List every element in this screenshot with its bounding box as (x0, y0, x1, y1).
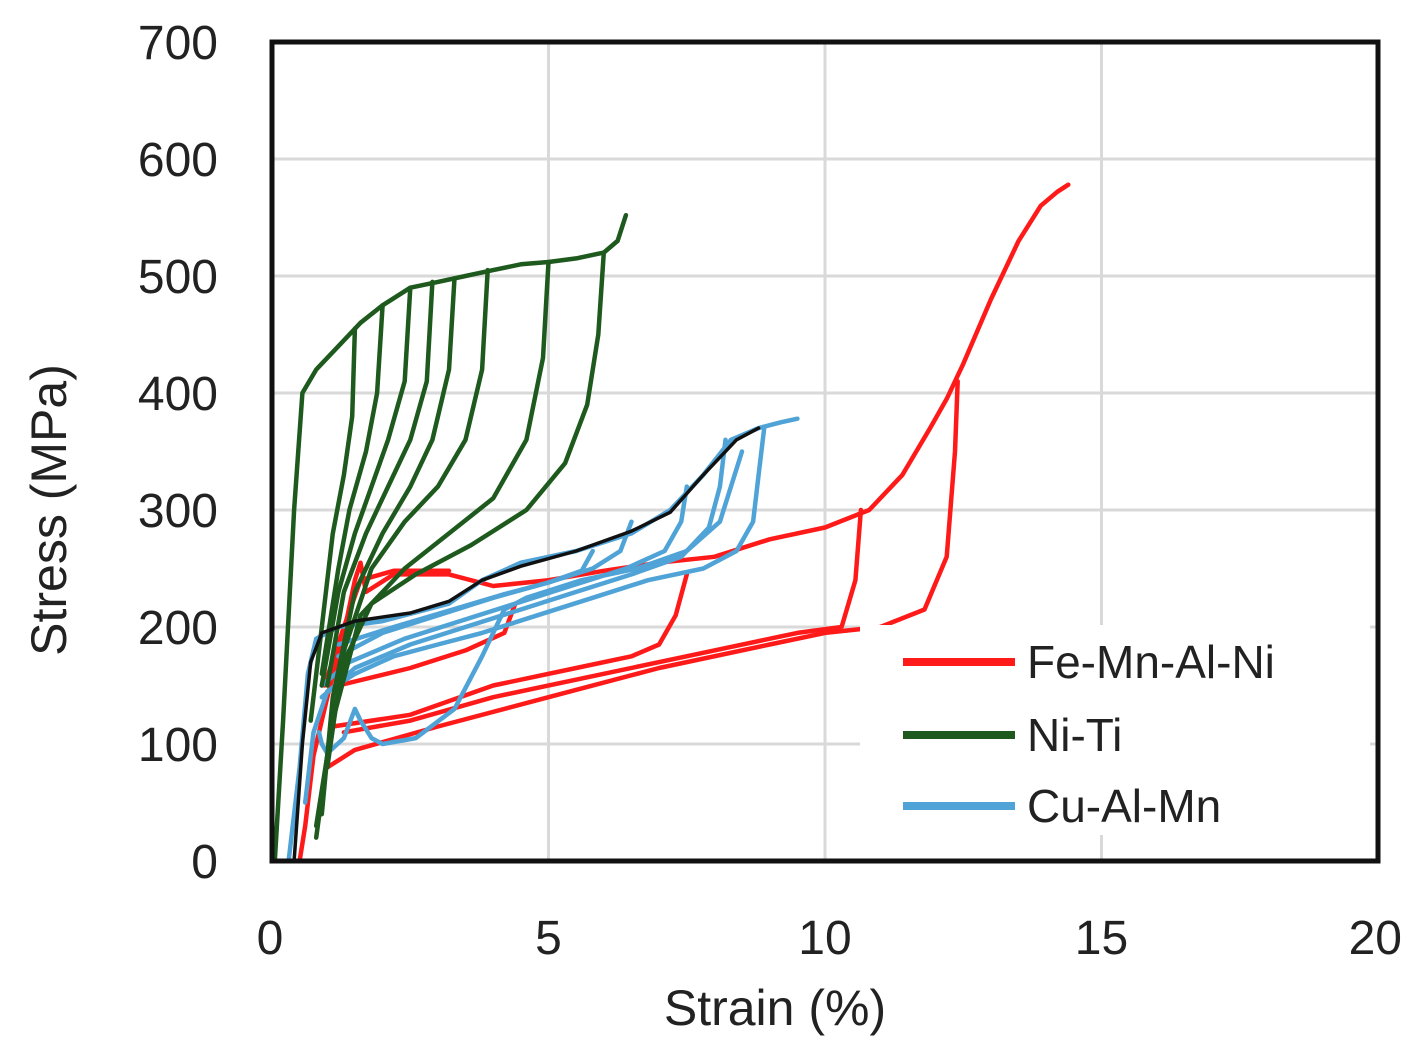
curve-ni-ti-4 (325, 267, 490, 770)
y-tick-label: 200 (138, 602, 218, 655)
curve-ni-ti-1 (272, 212, 629, 864)
curve-reference-1 (292, 426, 761, 863)
y-tick-label: 0 (191, 836, 218, 889)
x-tick-labels: 0 5 10 15 20 (257, 912, 1402, 965)
legend-label-cu-al-mn: Cu-Al-Mn (1027, 780, 1221, 832)
legend: Fe-Mn-Al-Ni Ni-Ti Cu-Al-Mn (860, 625, 1370, 835)
y-tick-label: 700 (138, 17, 218, 70)
x-tick-label: 0 (257, 912, 284, 965)
curve-ni-ti-6 (325, 279, 435, 688)
curve-fe-mn-al-ni-3 (341, 507, 864, 735)
curve-ni-ti-8 (319, 303, 385, 677)
y-tick-labels: 0 100 200 300 400 500 600 700 (138, 17, 218, 889)
y-axis-title: Stress (MPa) (21, 364, 77, 656)
legend-label-ni-ti: Ni-Ti (1027, 709, 1122, 761)
curve-fe-mn-al-ni-4 (330, 572, 690, 729)
curve-cu-al-mn-7 (316, 449, 745, 756)
curve-ni-ti-7 (319, 285, 413, 688)
y-tick-label: 100 (138, 719, 218, 772)
y-tick-label: 300 (138, 485, 218, 538)
x-tick-label: 15 (1075, 912, 1128, 965)
y-tick-label: 400 (138, 368, 218, 421)
curve-cu-al-mn-6 (336, 548, 595, 647)
y-tick-label: 600 (138, 134, 218, 187)
x-tick-label: 10 (798, 912, 851, 965)
x-tick-label: 5 (535, 912, 562, 965)
curve-cu-al-mn-3 (319, 437, 728, 700)
plot-frame (269, 39, 1381, 864)
curves-layer (272, 182, 1071, 864)
curve-ni-ti-3 (313, 259, 551, 829)
curve-ni-ti-5 (319, 276, 457, 817)
y-tick-label: 500 (138, 251, 218, 304)
x-tick-label: 20 (1349, 912, 1402, 965)
x-axis-title: Strain (%) (664, 980, 886, 1036)
legend-label-fe-mn-al-ni: Fe-Mn-Al-Ni (1027, 636, 1275, 688)
